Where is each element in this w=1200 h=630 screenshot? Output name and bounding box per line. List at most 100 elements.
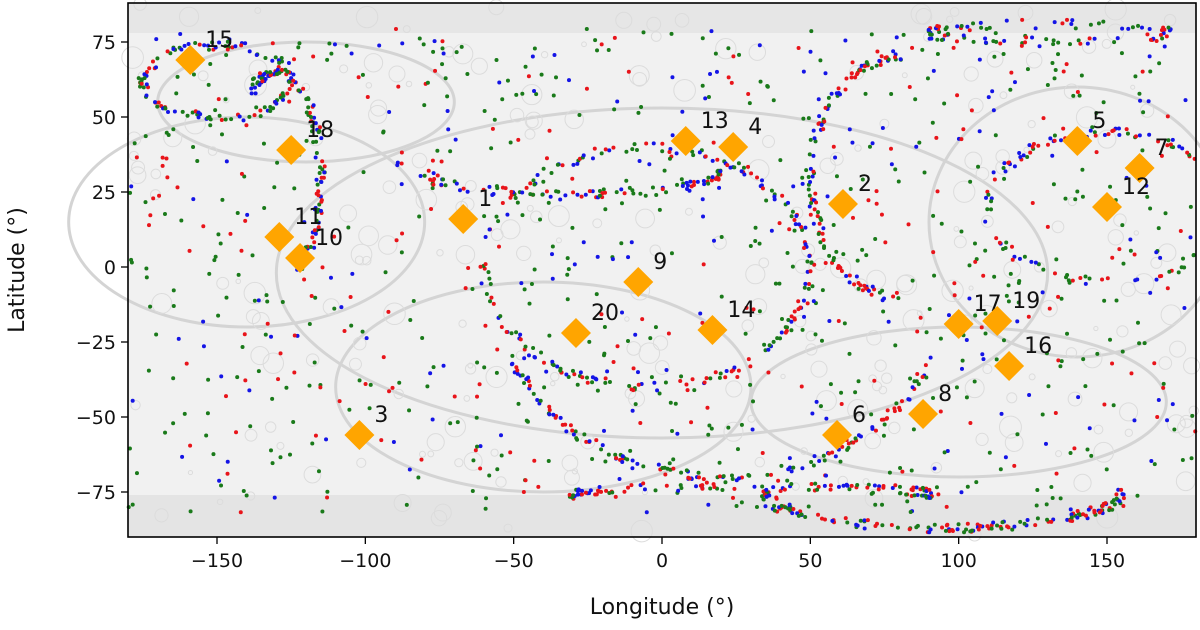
y-tick-label: 75 xyxy=(92,32,116,54)
detection-dot xyxy=(400,231,405,236)
detection-dot xyxy=(548,194,553,199)
detection-dot xyxy=(619,241,624,246)
detection-dot xyxy=(935,189,940,194)
detection-dot xyxy=(1161,25,1166,30)
detection-dot xyxy=(144,93,149,98)
y-tick-label: 0 xyxy=(104,257,116,279)
detection-dot xyxy=(807,152,812,157)
detection-dot xyxy=(669,31,674,36)
detection-dot xyxy=(1189,456,1194,461)
detection-dot xyxy=(1138,98,1143,103)
detection-dot xyxy=(644,141,649,146)
detection-dot xyxy=(176,336,181,341)
detection-dot xyxy=(732,365,737,370)
detection-dot xyxy=(503,186,508,191)
detection-dot xyxy=(523,478,528,483)
site-marker xyxy=(175,45,206,75)
detection-dot xyxy=(528,181,533,186)
basemap-crater xyxy=(354,255,364,265)
detection-dot xyxy=(304,110,309,115)
detection-dot xyxy=(866,288,871,293)
detection-dot xyxy=(1191,253,1196,258)
detection-dot xyxy=(1166,138,1171,143)
detection-dot xyxy=(737,52,742,57)
detection-dot xyxy=(1004,293,1009,298)
basemap-crater xyxy=(1075,106,1099,129)
detection-dot xyxy=(519,281,524,286)
site-label: 9 xyxy=(653,250,667,275)
detection-dot xyxy=(964,527,969,532)
detection-dot xyxy=(498,314,503,319)
detection-dot xyxy=(717,375,722,380)
detection-dot xyxy=(766,347,771,352)
detection-dot xyxy=(584,26,589,31)
detection-dot xyxy=(881,485,886,490)
detection-dot xyxy=(190,110,195,115)
detection-dot xyxy=(910,278,915,283)
basemap-crater xyxy=(530,210,543,224)
basemap-crater xyxy=(953,180,976,203)
detection-dot xyxy=(797,222,802,227)
detection-dot xyxy=(662,168,667,173)
detection-dot xyxy=(704,376,709,381)
detection-dot xyxy=(544,189,549,194)
detection-dot xyxy=(597,485,602,490)
detection-dot xyxy=(1148,69,1153,74)
detection-dot xyxy=(182,43,187,48)
detection-dot xyxy=(894,401,899,406)
detection-dot xyxy=(891,49,896,54)
detection-dot xyxy=(346,225,351,230)
detection-dot xyxy=(804,168,809,173)
detection-dot xyxy=(897,408,902,413)
basemap-crater xyxy=(628,390,646,408)
basemap-crater xyxy=(628,65,650,87)
detection-dot xyxy=(942,33,947,38)
site-marker xyxy=(827,189,858,219)
detection-dot xyxy=(956,522,961,527)
detection-dot xyxy=(349,323,354,328)
detection-dot xyxy=(1100,503,1105,508)
detection-dot xyxy=(296,45,301,50)
detection-dot xyxy=(698,311,703,316)
detection-dot xyxy=(325,57,330,62)
detection-dot xyxy=(541,166,546,171)
basemap-crater xyxy=(1116,325,1129,338)
detection-dot xyxy=(992,274,997,279)
detection-dot xyxy=(1117,133,1122,138)
detection-dot xyxy=(544,369,549,374)
detection-dot xyxy=(217,478,222,483)
basemap-crater xyxy=(819,157,836,174)
detection-dot xyxy=(518,337,523,342)
detection-dot xyxy=(945,522,950,527)
detection-dot xyxy=(951,45,956,50)
detection-dot xyxy=(165,175,170,180)
detection-dot xyxy=(555,162,560,167)
detection-dot xyxy=(1133,134,1138,139)
detection-dot xyxy=(481,187,486,192)
basemap-crater xyxy=(452,43,474,65)
detection-dot xyxy=(1085,447,1090,452)
detection-dot xyxy=(611,360,616,365)
detection-dot xyxy=(1080,194,1085,199)
detection-dot xyxy=(425,384,430,389)
detection-dot xyxy=(312,228,317,233)
basemap-crater xyxy=(526,204,534,212)
detection-dot xyxy=(1033,523,1038,528)
detection-dot xyxy=(1069,21,1074,26)
detection-dot xyxy=(164,156,169,161)
detection-dot xyxy=(1165,143,1170,148)
detection-dot xyxy=(854,522,859,527)
detection-dot xyxy=(579,194,584,199)
detection-dot xyxy=(363,381,368,386)
detection-dot xyxy=(256,369,261,374)
detection-dot xyxy=(873,524,878,529)
detection-dot xyxy=(635,370,640,375)
detection-dot xyxy=(320,159,325,164)
detection-dot xyxy=(1154,250,1159,255)
detection-dot xyxy=(816,512,821,517)
detection-dot xyxy=(242,332,247,337)
detection-dot xyxy=(247,114,252,119)
detection-dot xyxy=(952,293,957,298)
detection-dot xyxy=(179,218,184,223)
detection-dot xyxy=(471,458,476,463)
